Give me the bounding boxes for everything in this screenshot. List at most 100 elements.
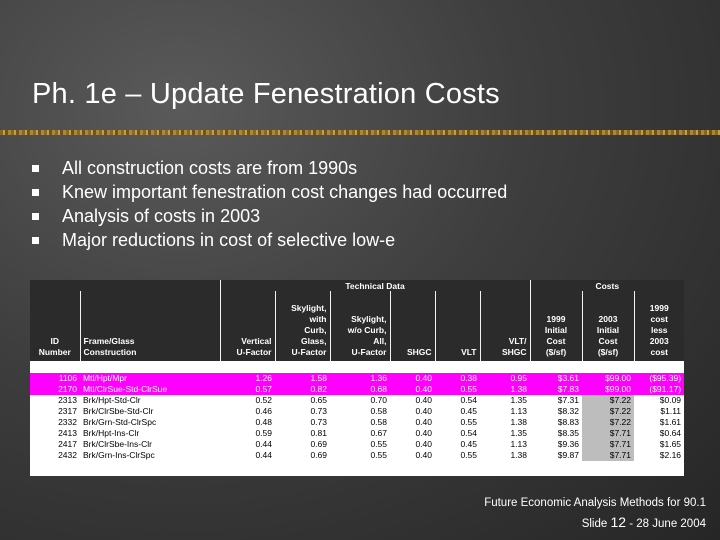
bullet-item: Knew important fenestration cost changes… — [32, 180, 507, 204]
slide-title: Ph. 1e – Update Fenestration Costs — [32, 78, 500, 110]
table-cell: $8.35 — [530, 428, 582, 439]
table-cell: 0.45 — [435, 439, 480, 450]
table-row: 2332 Brk/Grn-Std-ClrSpc 0.48 0.73 0.58 0.40 0.… — [30, 417, 685, 428]
table-cell: 0.45 — [435, 406, 480, 417]
table-cell: 0.55 — [435, 450, 480, 461]
table-cell: $7.22 — [582, 417, 634, 428]
column-header-line: 2003 — [649, 336, 669, 346]
column-header-line: Curb, — [304, 325, 327, 335]
table-cell: 0.68 — [330, 384, 390, 395]
table-cell: 0.57 — [220, 384, 275, 395]
column-header-line: U-Factor — [351, 347, 387, 357]
table-cell: $1.11 — [634, 406, 685, 417]
bullet-square-icon — [32, 165, 39, 172]
column-header: Skylight, with Curb, Glass, U-Factor — [274, 291, 330, 361]
table-cell: 0.40 — [390, 417, 435, 428]
column-header-line: Construction — [83, 347, 137, 357]
table-cell: Brk/Hpt-Ins-Clr — [80, 428, 220, 439]
table-cell: 0.82 — [275, 384, 330, 395]
table-cell: 0.69 — [275, 450, 330, 461]
bullet-text: Major reductions in cost of selective lo… — [62, 230, 396, 250]
column-header-line: 1999 — [649, 303, 669, 313]
column-header-line: Cost — [598, 336, 618, 346]
column-header-line: VLT — [461, 347, 477, 357]
table-cell: 0.58 — [330, 406, 390, 417]
table-cell: 0.46 — [220, 406, 275, 417]
table-cell: 1.26 — [220, 373, 275, 384]
column-header-line: Skylight, — [291, 303, 327, 313]
column-header-line: ($/sf) — [545, 347, 567, 357]
table-cell: 0.40 — [390, 450, 435, 461]
table-cell: $7.22 — [582, 406, 634, 417]
column-header: Skylight, w/o Curb, All, U-Factor — [329, 291, 390, 361]
table-cell: 1.38 — [480, 417, 530, 428]
header-blank — [30, 280, 220, 291]
table-cell: 1.35 — [480, 428, 530, 439]
bullet-square-icon — [32, 189, 39, 196]
table-cell: $0.09 — [634, 395, 685, 406]
column-header-line: Initial — [544, 325, 568, 335]
column-header-line: Vertical — [241, 336, 272, 346]
table-cell: 0.55 — [435, 384, 480, 395]
bullet-list: All construction costs are from 1990s Kn… — [32, 156, 507, 252]
table-row: 2313 Brk/Hpt-Std-Clr 0.52 0.65 0.70 0.40 0.54 1… — [30, 395, 685, 406]
table-cell: Mtl/Hpt/Mpr — [80, 373, 220, 384]
column-header-line: SHGC — [501, 347, 527, 357]
table-cell: 1.13 — [480, 439, 530, 450]
table-cell: $7.83 — [530, 384, 582, 395]
table-cell: 0.59 — [220, 428, 275, 439]
column-header-line: Skylight, — [351, 314, 387, 324]
table-cell: 0.58 — [330, 417, 390, 428]
table-cell: 0.95 — [480, 373, 530, 384]
bullet-square-icon — [32, 213, 39, 220]
column-header-line: 1999 — [546, 314, 566, 324]
column-header-line: U-Factor — [291, 347, 327, 357]
table-cell: $1.65 — [634, 439, 685, 450]
footer-title: Future Economic Analysis Methods for 90.… — [484, 497, 706, 509]
table-cell: $99.00 — [582, 373, 634, 384]
column-header: VLT — [434, 291, 480, 361]
column-header-line: All, — [373, 336, 387, 346]
table-cell: $7.22 — [582, 395, 634, 406]
table-cell: $99.00 — [582, 384, 634, 395]
bullet-text: All construction costs are from 1990s — [62, 158, 358, 178]
table-cell: Brk/Grn-Std-ClrSpc — [80, 417, 220, 428]
table-cell: 2317 — [30, 406, 80, 417]
column-header: Vertical U-Factor — [219, 291, 275, 361]
column-header-line: Glass, — [300, 336, 327, 346]
table-cell: 0.40 — [390, 428, 435, 439]
column-header-line: Initial — [596, 325, 620, 335]
table-cell: 0.67 — [330, 428, 390, 439]
table-cell: Brk/Hpt-Std-Clr — [80, 395, 220, 406]
table-cell: $8.83 — [530, 417, 582, 428]
table-cell: 0.55 — [435, 417, 480, 428]
bullet-square-icon — [32, 237, 39, 244]
column-header-line: 2003 — [598, 314, 618, 324]
table-cell: 0.81 — [275, 428, 330, 439]
column-header: SHGC — [389, 291, 435, 361]
footer-slide-date: - 28 June 2004 — [629, 518, 706, 530]
table-cell: 0.38 — [435, 373, 480, 384]
table-cell: 0.48 — [220, 417, 275, 428]
footer-slide-info: Slide 12 - 28 June 2004 — [484, 513, 706, 534]
table-cell: Brk/Grn-Ins-ClrSpc — [80, 450, 220, 461]
table-cell: $9.87 — [530, 450, 582, 461]
table-row: 2413 Brk/Hpt-Ins-Clr 0.59 0.81 0.67 0.40 0.54 1… — [30, 428, 685, 439]
table-row: 2317 Brk/ClrSbe-Std-Clr 0.46 0.73 0.58 0.40 0.… — [30, 406, 685, 417]
column-header-line: VLT/ — [508, 336, 527, 346]
column-header-line: ID — [50, 336, 60, 346]
footer-slide-number: 12 — [610, 514, 627, 530]
column-header: ID Number — [30, 291, 80, 361]
bullet-item: Analysis of costs in 2003 — [32, 204, 507, 228]
slide-footer: Future Economic Analysis Methods for 90.… — [484, 494, 706, 534]
table-cell: 0.54 — [435, 428, 480, 439]
table-cell: $0.64 — [634, 428, 685, 439]
fenestration-cost-table: Technical Data Costs ID Number Frame/Glass… — [30, 280, 685, 476]
table-row-highlighted: 1106 Mtl/Hpt/Mpr 1.26 1.58 1.36 0.40 0.38 0.95 $… — [30, 373, 685, 384]
table-cell: 0.40 — [390, 373, 435, 384]
column-header-line: Frame/Glass — [83, 336, 135, 346]
table-cell: $3.61 — [530, 373, 582, 384]
table-cell: 0.54 — [435, 395, 480, 406]
table-cell: 2332 — [30, 417, 80, 428]
table-cell: 0.55 — [330, 450, 390, 461]
